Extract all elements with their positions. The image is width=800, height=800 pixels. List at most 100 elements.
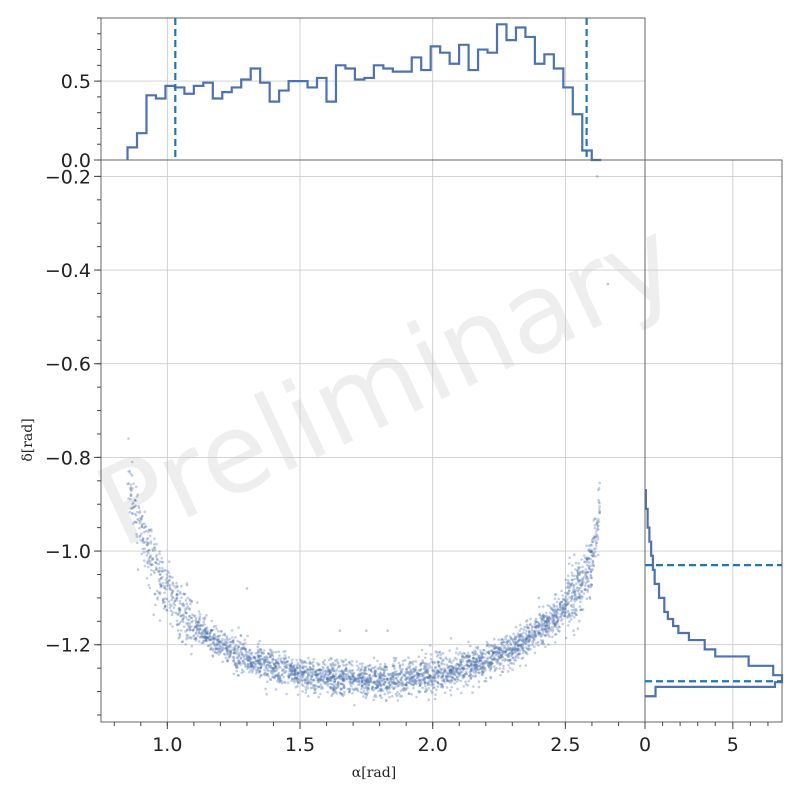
scatter-point — [481, 655, 484, 659]
scatter-point — [360, 676, 363, 680]
scatter-point — [316, 675, 319, 678]
scatter-point — [140, 552, 143, 556]
scatter-point — [277, 664, 281, 668]
scatter-point — [578, 593, 582, 597]
scatter-point — [250, 653, 253, 656]
scatter-point — [217, 653, 221, 656]
scatter-point — [542, 627, 546, 631]
scatter-point — [533, 634, 537, 638]
scatter-point — [484, 676, 488, 680]
scatter-point — [531, 626, 534, 629]
scatter-point — [194, 624, 198, 628]
scatter-point — [396, 672, 400, 676]
scatter-point — [249, 657, 253, 660]
scatter-point — [382, 668, 385, 671]
scatter-point — [257, 666, 260, 669]
scatter-point — [589, 557, 593, 561]
scatter-point — [280, 681, 284, 685]
scatter-point — [432, 662, 435, 665]
scatter-point — [158, 593, 162, 596]
scatter-point — [196, 623, 200, 626]
scatter-point — [472, 664, 476, 668]
scatter-point — [188, 627, 191, 630]
scatter-point — [200, 641, 204, 645]
scatter-point — [471, 674, 475, 678]
scatter-point — [565, 600, 568, 604]
scatter-point — [407, 656, 410, 659]
scatter-point — [185, 582, 189, 585]
scatter-point — [415, 674, 419, 678]
scatter-point — [426, 672, 430, 675]
scatter-point — [589, 575, 593, 578]
scatter-point — [499, 641, 503, 645]
scatter-point — [342, 678, 346, 681]
scatter-point — [593, 535, 597, 539]
scatter-point — [572, 629, 575, 632]
scatter-point — [302, 672, 305, 675]
scatter-point — [296, 681, 300, 685]
scatter-point — [545, 623, 548, 627]
scatter-point — [379, 677, 383, 680]
scatter-point — [440, 682, 443, 686]
scatter-point — [155, 589, 159, 593]
scatter-point — [377, 681, 381, 685]
scatter-point — [354, 687, 357, 690]
scatter-point — [155, 562, 159, 565]
scatter-point — [462, 674, 466, 678]
scatter-point — [292, 665, 295, 668]
scatter-point — [491, 650, 495, 654]
scatter-point — [312, 668, 316, 671]
scatter-point — [271, 675, 274, 679]
scatter-point — [458, 663, 462, 666]
scatter-point — [294, 685, 298, 689]
scatter-point — [287, 675, 291, 678]
scatter-point — [590, 576, 593, 580]
scatter-point — [300, 660, 303, 664]
scatter-point — [461, 670, 464, 674]
scatter-point — [488, 662, 492, 665]
scatter-point — [385, 687, 389, 690]
scatter-point — [149, 573, 153, 576]
scatter-point — [179, 614, 183, 618]
scatter-point — [539, 639, 543, 642]
scatter-point — [136, 510, 139, 514]
scatter-point — [426, 664, 429, 667]
scatter-point — [373, 670, 377, 673]
scatter-point — [408, 677, 412, 680]
scatter-point — [412, 686, 415, 690]
scatter-point — [354, 677, 357, 681]
scatter-point — [353, 703, 356, 707]
scatter-point — [567, 562, 571, 565]
scatter-point — [590, 549, 593, 552]
scatter-point — [542, 628, 545, 632]
scatter-point — [153, 571, 156, 575]
scatter-point — [413, 668, 417, 672]
scatter-point — [590, 543, 593, 547]
scatter-point — [278, 680, 281, 684]
scatter-point — [578, 596, 581, 599]
scatter-point — [516, 644, 520, 648]
scatter-point — [147, 584, 151, 587]
scatter-point — [522, 628, 526, 631]
scatter-point — [291, 673, 295, 677]
scatter-point — [385, 665, 389, 669]
scatter-point — [246, 659, 250, 663]
scatter-point — [289, 673, 292, 677]
scatter-point — [402, 686, 406, 690]
scatter-point — [560, 600, 564, 604]
scatter-point — [231, 640, 234, 643]
scatter-point — [164, 581, 168, 585]
scatter-point — [410, 679, 414, 682]
scatter-point — [308, 661, 312, 665]
scatter-point — [185, 628, 189, 632]
scatter-point — [222, 642, 225, 645]
scatter-point — [417, 668, 421, 672]
scatter-point — [468, 674, 471, 678]
scatter-point — [358, 676, 361, 680]
scatter-point — [202, 640, 206, 643]
scatter-point — [335, 692, 339, 695]
scatter-point — [593, 526, 597, 530]
scatter-point — [379, 684, 382, 688]
scatter-point — [501, 643, 504, 647]
scatter-point — [390, 695, 394, 698]
